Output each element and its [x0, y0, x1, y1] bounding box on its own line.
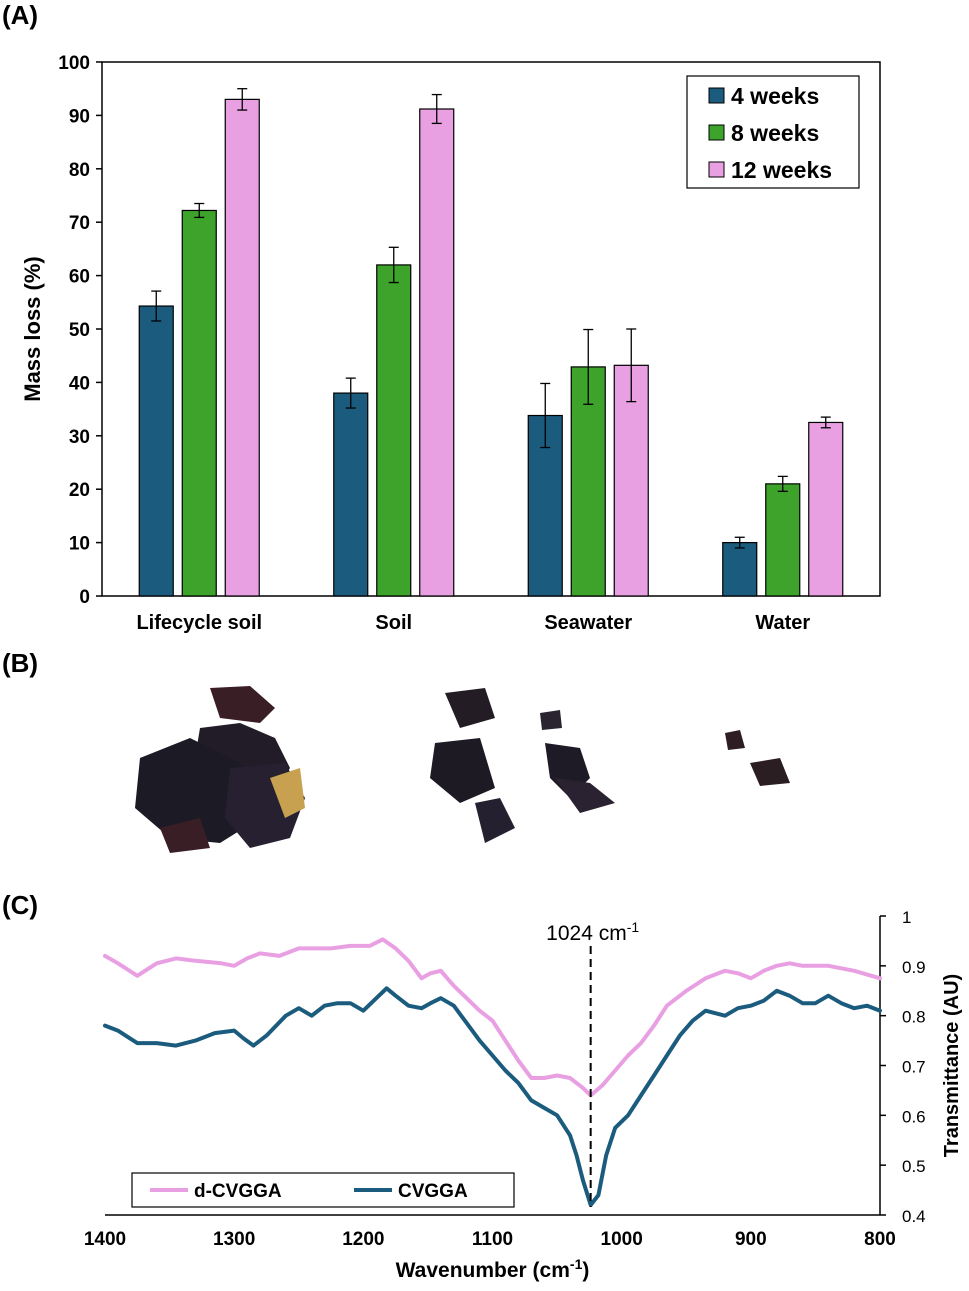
x-tick-label: 1000 — [601, 1229, 643, 1250]
bar — [419, 108, 455, 597]
x-tick-label: 900 — [735, 1229, 767, 1250]
legend-swatch — [708, 124, 725, 141]
bar — [722, 541, 758, 597]
sample-photo-3 — [725, 730, 790, 786]
x-tick-label: 1300 — [213, 1229, 255, 1250]
bar — [376, 264, 412, 597]
sample-photos — [135, 686, 790, 853]
x-category-label: Lifecycle soil — [136, 612, 262, 634]
y-tick-label: 1 — [902, 908, 911, 927]
x-axis-label: Wavenumber (cm-1) — [396, 1256, 590, 1282]
y-tick-label: 0.8 — [902, 1008, 926, 1027]
legend-label: 12 weeks — [731, 157, 832, 183]
bar — [138, 305, 174, 597]
y-tick-label: 30 — [69, 427, 90, 448]
ftir-chart: 1400 1300 1200 1100 1000 900 800 0.4 0.5 0.6 0.7 0.… — [84, 908, 963, 1282]
bar-chart: 0 10 20 30 40 50 60 70 80 90 100 Mass loss (%) Lifec… — [20, 53, 881, 634]
x-category-label: Water — [755, 612, 810, 634]
sample-photo-2 — [430, 688, 615, 843]
panel-label-b: (B) — [2, 648, 39, 678]
annotation-label: 1024 cm-1 — [546, 919, 639, 945]
legend-label: 8 weeks — [731, 120, 819, 146]
series-line-d-CVGGA — [103, 937, 882, 1098]
bar — [765, 483, 801, 597]
y-tick-label: 40 — [69, 373, 90, 394]
x-tick-label: 1400 — [84, 1229, 126, 1250]
sample-photo-1 — [135, 686, 305, 853]
x-category-label: Soil — [375, 612, 412, 634]
bar — [224, 98, 260, 597]
legend-swatch — [708, 87, 725, 104]
y-tick-label: 100 — [58, 53, 90, 74]
legend — [131, 1172, 515, 1208]
y-tick-label: 50 — [69, 320, 90, 341]
y-tick-label: 0.7 — [902, 1058, 926, 1077]
x-tick-label: 1100 — [472, 1229, 513, 1250]
y-tick-label: 20 — [69, 480, 90, 501]
legend-label: d-CVGGA — [194, 1181, 282, 1202]
y-tick-label: 0.6 — [902, 1107, 926, 1126]
y-axis-label: Transmittance (AU) — [941, 974, 963, 1157]
legend-label: CVGGA — [398, 1181, 468, 1202]
y-tick-label: 80 — [69, 160, 90, 181]
y-tick-label: 10 — [69, 534, 90, 555]
x-tick-label: 1200 — [342, 1229, 384, 1250]
bar — [333, 392, 369, 597]
y-tick-label: 0.9 — [902, 958, 926, 977]
y-tick-label: 0.5 — [902, 1157, 926, 1176]
bar — [181, 209, 217, 597]
panel-label-a: (A) — [2, 0, 39, 30]
series-line-CVGGA — [103, 986, 882, 1207]
y-axis-label: Mass loss (%) — [20, 256, 45, 402]
bar — [570, 366, 606, 597]
panel-label-c: (C) — [2, 890, 39, 920]
y-tick-label: 90 — [69, 106, 90, 127]
y-tick-label: 0.4 — [902, 1207, 926, 1226]
legend-label: 4 weeks — [731, 83, 819, 109]
y-tick-label: 70 — [69, 213, 90, 234]
bar — [808, 421, 844, 597]
y-tick-label: 0 — [79, 587, 90, 608]
y-tick-label: 60 — [69, 267, 90, 288]
x-tick-label: 800 — [864, 1229, 896, 1250]
legend-swatch — [708, 161, 725, 178]
x-category-label: Seawater — [544, 612, 632, 634]
bar — [613, 364, 649, 597]
